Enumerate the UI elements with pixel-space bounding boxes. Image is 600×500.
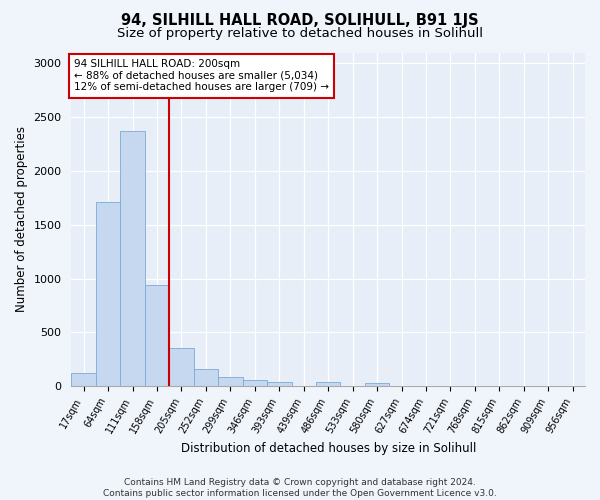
Bar	[365, 383, 389, 386]
Bar	[71, 373, 96, 386]
Bar	[218, 377, 242, 386]
Text: Size of property relative to detached houses in Solihull: Size of property relative to detached ho…	[117, 28, 483, 40]
Text: Contains HM Land Registry data © Crown copyright and database right 2024.
Contai: Contains HM Land Registry data © Crown c…	[103, 478, 497, 498]
Y-axis label: Number of detached properties: Number of detached properties	[15, 126, 28, 312]
Bar	[121, 131, 145, 386]
Bar	[145, 285, 169, 386]
Bar	[242, 380, 267, 386]
X-axis label: Distribution of detached houses by size in Solihull: Distribution of detached houses by size …	[181, 442, 476, 455]
Text: 94 SILHILL HALL ROAD: 200sqm
← 88% of detached houses are smaller (5,034)
12% of: 94 SILHILL HALL ROAD: 200sqm ← 88% of de…	[74, 59, 329, 92]
Bar	[267, 382, 292, 386]
Text: 94, SILHILL HALL ROAD, SOLIHULL, B91 1JS: 94, SILHILL HALL ROAD, SOLIHULL, B91 1JS	[121, 12, 479, 28]
Bar	[194, 370, 218, 386]
Bar	[96, 202, 121, 386]
Bar	[316, 382, 340, 386]
Bar	[169, 348, 194, 386]
